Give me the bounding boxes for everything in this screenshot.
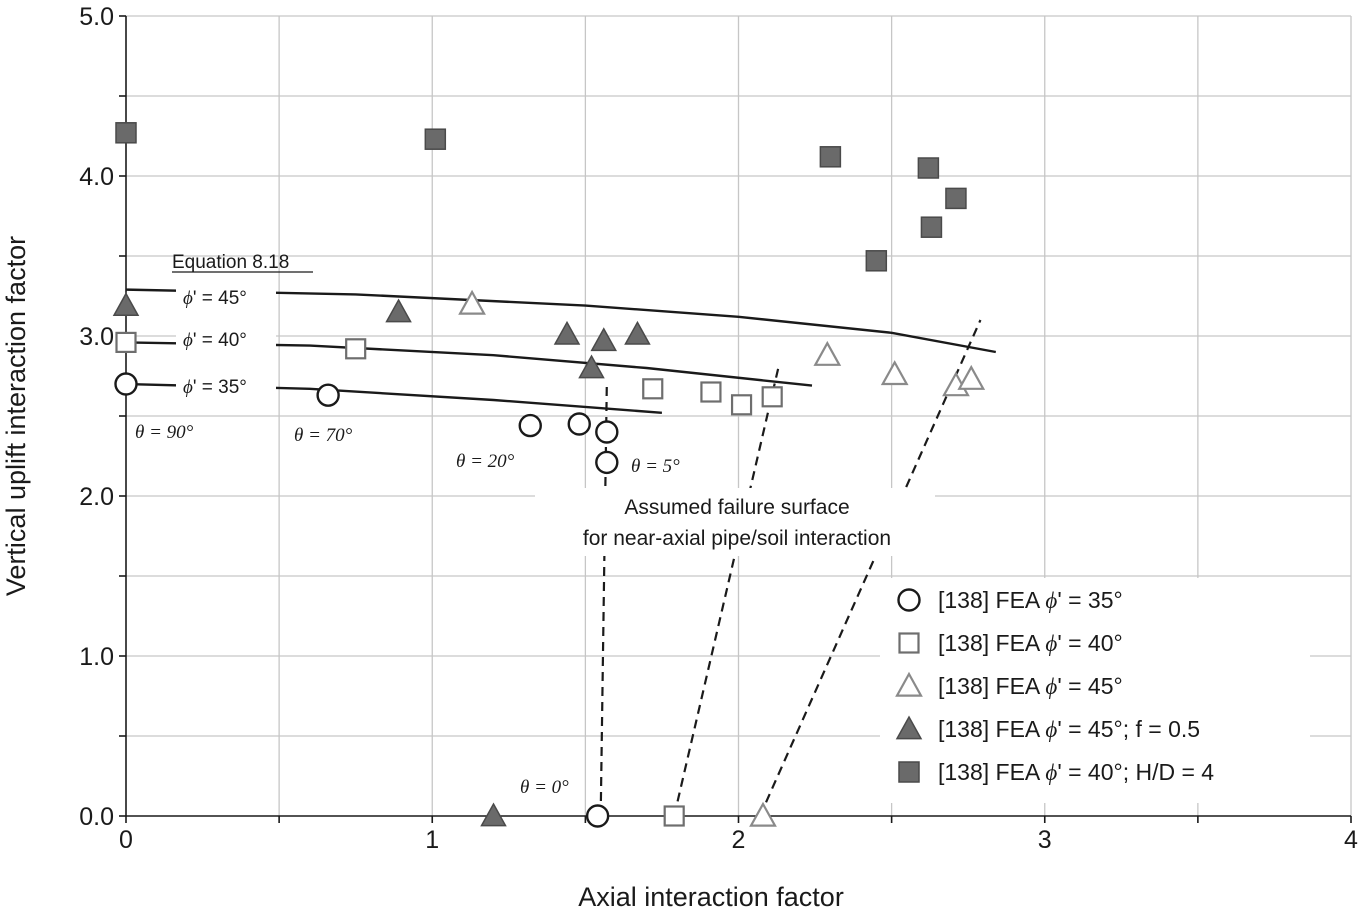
- x-tick-label: 4: [1344, 826, 1358, 854]
- point-fea-40-hd4: [945, 187, 967, 210]
- point-fea-40: [761, 386, 783, 408]
- point-fea-40: [730, 394, 753, 416]
- y-tick-label: 1.0: [79, 643, 114, 671]
- legend-marker: [897, 588, 921, 612]
- legend-marker: [895, 671, 923, 697]
- curve-label-bg-45: [176, 284, 276, 310]
- legend-label: [138] FEA ϕ' = 45°; f = 0.5: [938, 716, 1200, 742]
- legend-marker: [895, 715, 923, 740]
- y-tick-label: 5.0: [79, 3, 114, 31]
- point-fea-45-f05: [578, 354, 605, 379]
- note-bg: [535, 488, 935, 556]
- failure-surface-line: [758, 319, 982, 817]
- point-fea-35: [114, 372, 138, 396]
- point-fea-45: [813, 340, 842, 366]
- x-axis-title: Axial interaction factor: [578, 882, 844, 912]
- point-fea-40-hd4: [865, 250, 888, 272]
- note-line-2: for near-axial pipe/soil interaction: [583, 527, 891, 550]
- note-line-1: Assumed failure surface: [624, 496, 849, 519]
- equation-label: Equation 8.18: [172, 252, 289, 273]
- point-fea-45-f05: [590, 327, 618, 352]
- point-fea-40: [642, 378, 664, 400]
- legend-label: [138] FEA ϕ' = 45°: [938, 673, 1123, 699]
- y-tick-label: 2.0: [79, 483, 114, 511]
- legend: [138] FEA ϕ' = 35° [138] FEA ϕ' = 40° [138…: [895, 587, 1214, 785]
- y-tick-label: 0.0: [79, 803, 114, 831]
- failure-surface-line: [673, 367, 780, 817]
- curve-label-bg-40: [176, 326, 276, 352]
- point-fea-40: [700, 381, 722, 403]
- theta-label-70: θ = 70°: [294, 425, 353, 446]
- curve-label-35: ϕ' = 35°: [183, 377, 247, 398]
- x-tick-label: 1: [425, 826, 439, 854]
- y-tick-label: 3.0: [79, 323, 114, 351]
- legend-label: [138] FEA ϕ' = 40°; H/D = 4: [938, 759, 1214, 785]
- x-tick-label: 3: [1038, 826, 1052, 854]
- y-axis-title: Vertical uplift interaction factor: [1, 236, 31, 596]
- data-points: [112, 122, 986, 828]
- equation-curve: [125, 288, 997, 354]
- legend-marker: [898, 632, 920, 654]
- point-fea-40-hd4: [920, 216, 943, 238]
- failure-surface-line: [599, 383, 608, 817]
- point-fea-35: [585, 804, 610, 828]
- tick-labels: 0 1 2 3 4 0.0 1.0 2.0 3.0 4.0 5.0: [79, 3, 1358, 854]
- axes: [119, 15, 1352, 823]
- point-fea-45-f05: [480, 802, 507, 827]
- legend-label: [138] FEA ϕ' = 40°: [938, 630, 1123, 656]
- point-fea-40-hd4: [115, 122, 137, 144]
- point-fea-45: [458, 289, 486, 315]
- y-tick-label: 4.0: [79, 163, 114, 191]
- point-fea-45: [749, 801, 777, 827]
- point-fea-45-f05: [624, 320, 651, 345]
- point-fea-35: [316, 383, 340, 407]
- curve-label-40: ϕ' = 40°: [183, 330, 247, 351]
- theta-label-0: θ = 0°: [520, 777, 569, 798]
- point-fea-45-f05: [112, 292, 140, 316]
- point-fea-40: [663, 805, 685, 827]
- point-fea-40: [345, 338, 367, 360]
- curve-label-45: ϕ' = 45°: [183, 288, 247, 309]
- x-tick-label: 2: [732, 826, 746, 854]
- point-fea-45-f05: [553, 320, 581, 345]
- point-fea-40-hd4: [819, 146, 842, 168]
- point-fea-45: [880, 360, 909, 386]
- theta-label-5: θ = 5°: [631, 456, 680, 477]
- point-fea-40-hd4: [917, 157, 940, 179]
- x-tick-label: 0: [119, 826, 133, 854]
- point-fea-35: [567, 412, 591, 436]
- point-fea-35: [595, 420, 619, 444]
- point-fea-35: [518, 413, 542, 438]
- point-fea-45: [957, 364, 986, 390]
- legend-label: [138] FEA ϕ' = 35°: [938, 587, 1123, 613]
- legend-marker: [898, 761, 920, 783]
- theta-label-20: θ = 20°: [456, 451, 515, 472]
- legend-bg: [880, 578, 1310, 803]
- point-fea-40-hd4: [424, 128, 447, 150]
- point-fea-45-f05: [385, 298, 412, 323]
- theta-label-90: θ = 90°: [135, 422, 194, 443]
- point-fea-35: [595, 450, 619, 475]
- point-fea-40: [115, 331, 137, 353]
- curve-label-bg-35: [176, 373, 276, 399]
